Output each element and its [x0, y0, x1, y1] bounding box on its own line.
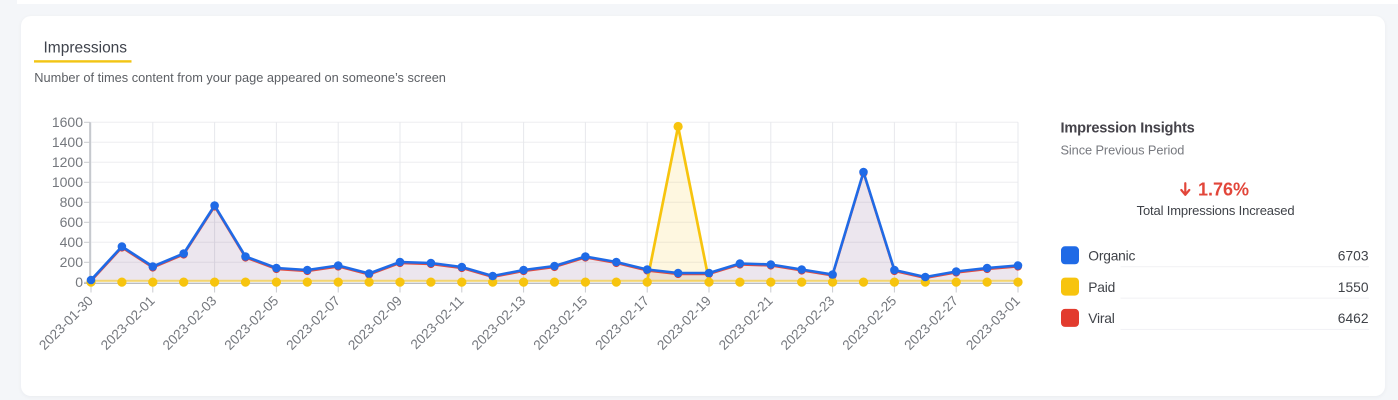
svg-text:2023-02-27: 2023-02-27 [901, 293, 961, 353]
svg-text:2023-02-25: 2023-02-25 [840, 293, 900, 353]
svg-text:1550: 1550 [1338, 280, 1369, 295]
svg-text:2023-02-21: 2023-02-21 [716, 293, 776, 353]
svg-text:2023-01-30: 2023-01-30 [36, 293, 96, 353]
svg-text:200: 200 [60, 254, 84, 270]
svg-text:1600: 1600 [52, 114, 83, 130]
svg-text:Total Impressions Increased: Total Impressions Increased [1137, 203, 1295, 218]
svg-text:Paid: Paid [1088, 280, 1115, 295]
svg-text:600: 600 [60, 214, 84, 230]
svg-text:1000: 1000 [52, 174, 83, 190]
svg-text:Since Previous Period: Since Previous Period [1061, 142, 1185, 157]
svg-text:800: 800 [60, 194, 84, 210]
svg-text:2023-02-05: 2023-02-05 [222, 293, 282, 353]
svg-text:1200: 1200 [52, 154, 83, 170]
svg-text:2023-02-15: 2023-02-15 [531, 293, 591, 353]
svg-text:Number of times content from y: Number of times content from your page a… [34, 70, 446, 85]
svg-text:2023-02-11: 2023-02-11 [408, 293, 467, 352]
svg-text:2023-02-13: 2023-02-13 [469, 293, 529, 353]
svg-text:2023-03-01: 2023-03-01 [963, 293, 1023, 353]
svg-text:Impressions: Impressions [44, 40, 128, 57]
svg-text:2023-02-07: 2023-02-07 [283, 293, 343, 353]
svg-text:1400: 1400 [52, 134, 83, 150]
svg-text:6462: 6462 [1338, 311, 1369, 326]
svg-text:0: 0 [75, 274, 83, 290]
svg-text:Organic: Organic [1088, 249, 1135, 264]
svg-text:2023-02-03: 2023-02-03 [160, 293, 220, 353]
svg-text:2023-02-19: 2023-02-19 [654, 293, 714, 353]
svg-text:2023-02-01: 2023-02-01 [98, 293, 158, 353]
svg-text:Viral: Viral [1088, 311, 1114, 326]
svg-text:400: 400 [60, 234, 84, 250]
svg-text:2023-02-23: 2023-02-23 [778, 293, 838, 353]
svg-text:2023-02-17: 2023-02-17 [592, 293, 652, 353]
svg-text:6703: 6703 [1338, 249, 1369, 264]
svg-text:1.76%: 1.76% [1198, 179, 1249, 199]
svg-text:2023-02-09: 2023-02-09 [345, 293, 405, 353]
svg-text:Impression Insights: Impression Insights [1061, 121, 1195, 137]
